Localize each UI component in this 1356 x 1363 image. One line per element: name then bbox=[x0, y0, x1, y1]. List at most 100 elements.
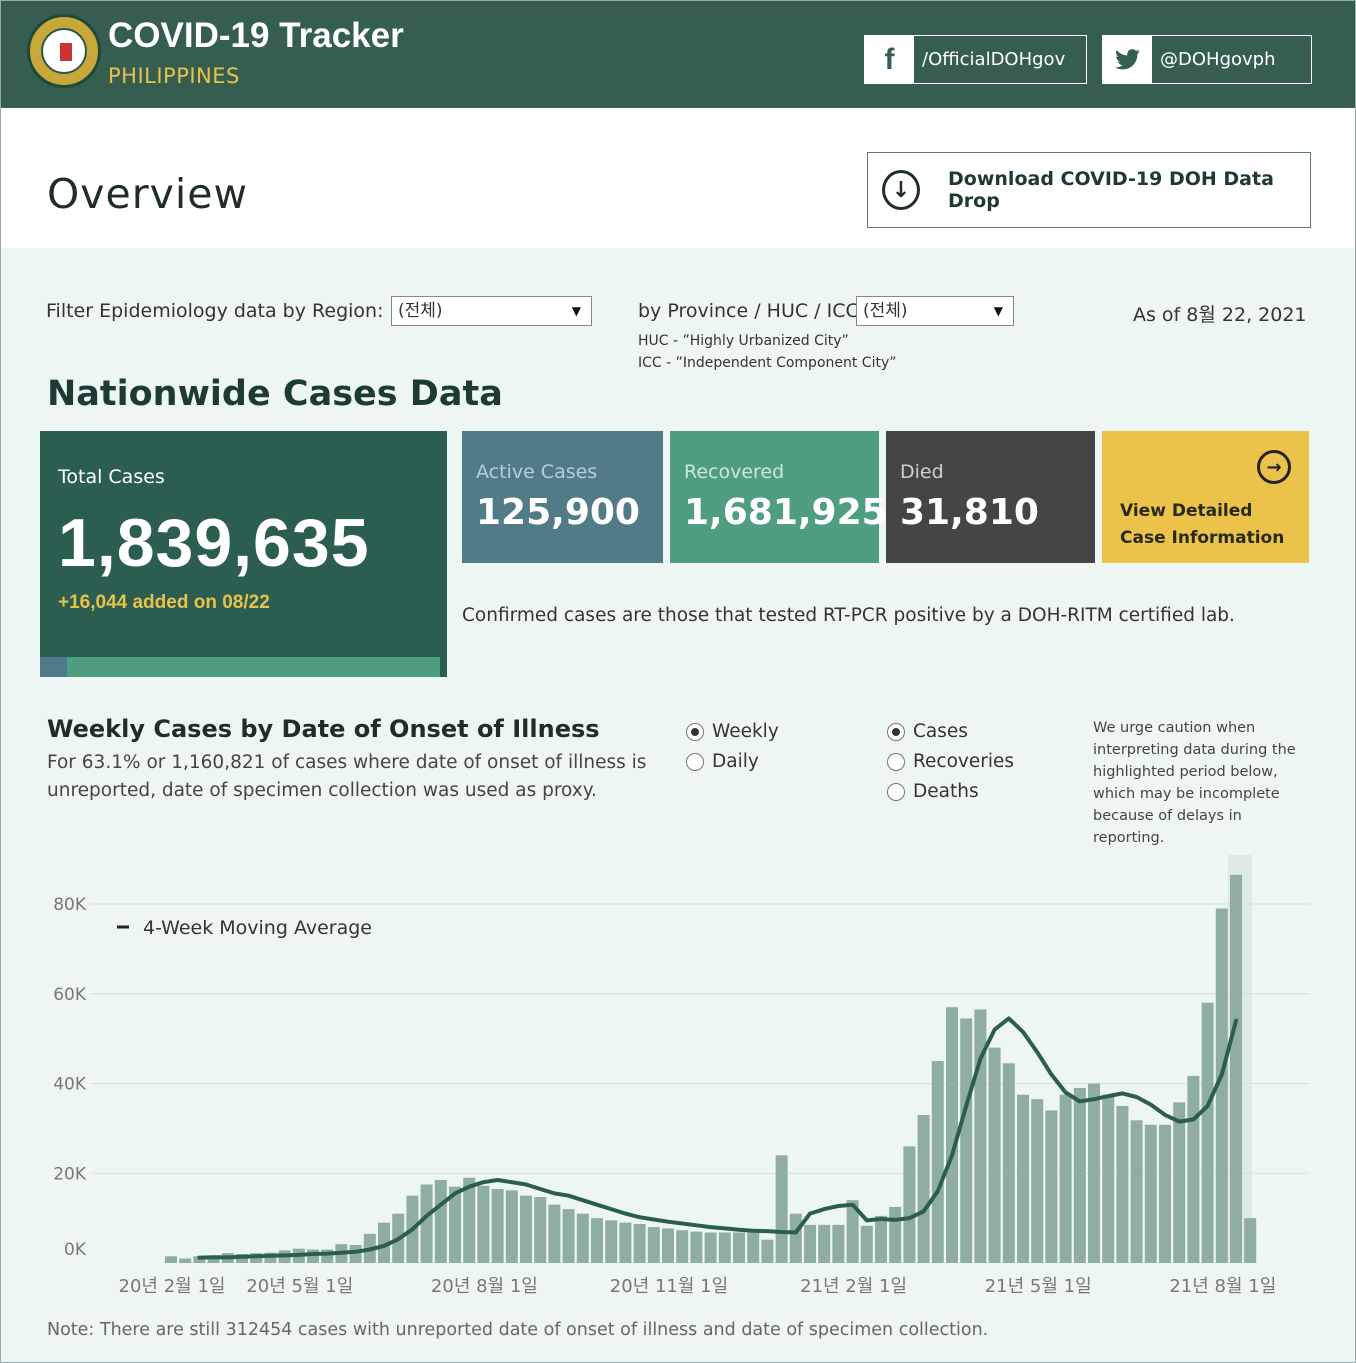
weekly-bar bbox=[1017, 1094, 1029, 1263]
x-tick-label: 20년 2월 1일 bbox=[119, 1276, 226, 1297]
weekly-bar bbox=[1002, 1063, 1015, 1263]
twitter-icon bbox=[1103, 36, 1152, 83]
died-label: Died bbox=[900, 461, 944, 483]
download-label: Download COVID-19 DOH Data Drop bbox=[948, 168, 1274, 212]
weekly-bar bbox=[775, 1155, 788, 1263]
province-filter-label: by Province / HUC / ICC: bbox=[638, 300, 866, 322]
weekly-bar bbox=[264, 1252, 277, 1263]
as-of-date: As of 8월 22, 2021 bbox=[1133, 304, 1307, 326]
radio-daily-indicator bbox=[686, 752, 704, 771]
arrow-right-circle-icon: → bbox=[1257, 450, 1291, 484]
total-cases-label: Total Cases bbox=[58, 466, 165, 488]
weekly-bar bbox=[690, 1231, 703, 1263]
weekly-bar bbox=[1244, 1218, 1257, 1263]
weekly-bar bbox=[1144, 1124, 1157, 1263]
region-filter-label: Filter Epidemiology data by Region: bbox=[46, 300, 384, 322]
weekly-bar bbox=[1201, 1002, 1214, 1263]
weekly-bar bbox=[718, 1232, 731, 1263]
y-tick-label: 80K bbox=[53, 895, 87, 915]
view-detailed-case-info-button[interactable]: → View Detailed Case Information bbox=[1102, 431, 1309, 563]
y-tick-label: 60K bbox=[53, 985, 87, 1005]
weekly-bar bbox=[1130, 1120, 1143, 1263]
weekly-bar bbox=[903, 1146, 916, 1263]
weekly-bar bbox=[491, 1188, 504, 1263]
weekly-bar bbox=[548, 1204, 561, 1263]
total-cases-value: 1,839,635 bbox=[58, 505, 370, 581]
total-cases-card: Total Cases 1,839,635 +16,044 added on 0… bbox=[40, 431, 447, 677]
weekly-bar bbox=[832, 1224, 845, 1263]
case-split-bar bbox=[40, 657, 440, 677]
weekly-bar bbox=[960, 1018, 973, 1263]
chevron-down-icon: ▼ bbox=[571, 304, 581, 318]
weekly-bar bbox=[534, 1197, 547, 1263]
region-select-value: (전체) bbox=[398, 301, 443, 321]
weekly-bar bbox=[619, 1222, 632, 1263]
weekly-bar bbox=[662, 1228, 674, 1263]
weekly-bar bbox=[1102, 1094, 1115, 1263]
confirmed-cases-note: Confirmed cases are those that tested RT… bbox=[462, 605, 1235, 626]
moving-average-line bbox=[197, 1016, 1238, 1260]
radio-cases[interactable]: Cases bbox=[887, 721, 968, 742]
weekly-bar bbox=[207, 1256, 220, 1263]
radio-recoveries-indicator bbox=[887, 752, 905, 771]
weekly-bar bbox=[520, 1195, 532, 1263]
download-icon: ↓ bbox=[882, 170, 921, 210]
x-tick-label: 21년 5월 1일 bbox=[985, 1276, 1092, 1297]
facebook-icon: f bbox=[865, 36, 914, 83]
active-cases-label: Active Cases bbox=[476, 461, 598, 483]
y-tick-label: 0K bbox=[64, 1240, 87, 1260]
doh-seal-logo bbox=[27, 14, 101, 88]
download-data-drop-button[interactable]: ↓ Download COVID-19 DOH Data Drop bbox=[867, 152, 1311, 228]
twitter-link[interactable]: @DOHgovph bbox=[1102, 35, 1312, 84]
weekly-bar bbox=[804, 1224, 816, 1263]
radio-recoveries[interactable]: Recoveries bbox=[887, 751, 1014, 772]
weekly-bar bbox=[165, 1256, 177, 1263]
province-select-value: (전체) bbox=[863, 301, 908, 321]
radio-deaths[interactable]: Deaths bbox=[887, 781, 979, 802]
weekly-bar bbox=[846, 1200, 859, 1263]
caution-note: We urge caution when interpreting data d… bbox=[1093, 720, 1296, 846]
province-select[interactable]: (전체) ▼ bbox=[856, 296, 1014, 326]
recovered-label: Recovered bbox=[684, 461, 785, 483]
weekly-bar bbox=[633, 1223, 646, 1263]
x-tick-label: 21년 2월 1일 bbox=[800, 1276, 907, 1297]
x-tick-label: 20년 11월 1일 bbox=[610, 1276, 728, 1297]
active-cases-card: Active Cases 125,900 bbox=[462, 431, 663, 563]
facebook-handle: /OfficialDOHgov bbox=[922, 49, 1066, 70]
weekly-bar bbox=[704, 1232, 717, 1263]
weekly-bar bbox=[1088, 1083, 1100, 1263]
icc-note: ICC - ”Independent Component City” bbox=[638, 355, 897, 371]
twitter-handle: @DOHgovph bbox=[1160, 49, 1276, 70]
chevron-down-icon: ▼ bbox=[993, 304, 1003, 318]
radio-weekly[interactable]: Weekly bbox=[686, 721, 779, 742]
radio-weekly-indicator bbox=[686, 722, 704, 741]
facebook-link[interactable]: f /OfficialDOHgov bbox=[864, 35, 1087, 84]
weekly-bar bbox=[1215, 908, 1228, 1263]
weekly-cases-chart: 80K 60K 40K 20K 0K 4-Week Moving Average 20년 2… bbox=[53, 855, 1310, 1297]
y-tick-label: 20K bbox=[53, 1164, 87, 1184]
app-title: COVID-19 Tracker bbox=[108, 16, 404, 55]
region-select[interactable]: (전체) ▼ bbox=[391, 296, 592, 326]
weekly-bar bbox=[789, 1213, 802, 1263]
weekly-bar bbox=[477, 1185, 490, 1263]
radio-daily[interactable]: Daily bbox=[686, 751, 759, 772]
nationwide-title: Nationwide Cases Data bbox=[47, 374, 503, 414]
radio-deaths-indicator bbox=[887, 782, 905, 801]
weekly-bar bbox=[591, 1218, 603, 1263]
legend-label: 4-Week Moving Average bbox=[143, 917, 372, 939]
view-detailed-label: View Detailed Case Information bbox=[1120, 501, 1285, 548]
weekly-bar bbox=[1059, 1094, 1072, 1263]
weekly-bar bbox=[917, 1114, 930, 1263]
weekly-bar bbox=[1173, 1102, 1186, 1263]
weekly-bar bbox=[647, 1227, 660, 1263]
weekly-chart-description: For 63.1% or 1,160,821 of cases where da… bbox=[47, 752, 647, 801]
weekly-bar bbox=[1230, 874, 1242, 1263]
weekly-bar bbox=[505, 1190, 518, 1263]
app-header: COVID-19 Tracker PHILIPPINES f /Official… bbox=[0, 0, 1356, 108]
weekly-bar bbox=[931, 1061, 944, 1263]
weekly-bar bbox=[1187, 1075, 1200, 1263]
unreported-cases-note: Note: There are still 312454 cases with … bbox=[47, 1320, 989, 1340]
active-share-fill bbox=[40, 657, 68, 677]
y-tick-label: 40K bbox=[53, 1075, 87, 1095]
cases-added-today: +16,044 added on 08/22 bbox=[58, 592, 270, 613]
